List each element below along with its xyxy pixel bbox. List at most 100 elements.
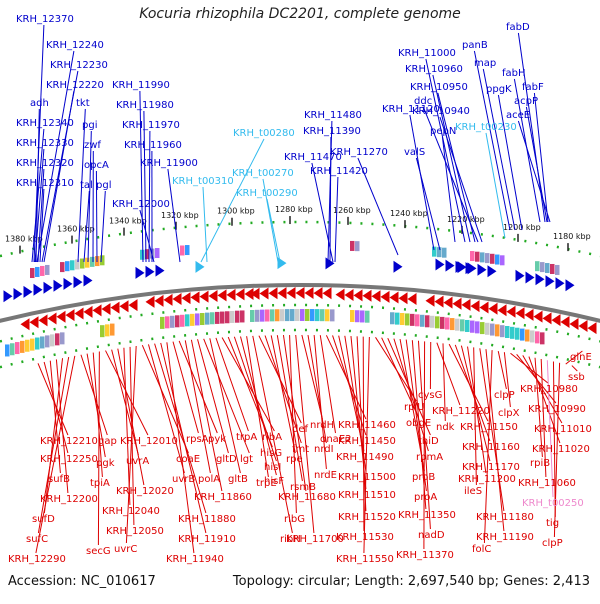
reverse-gene-arrow (102, 303, 111, 315)
reverse-gene-arrow (525, 309, 534, 321)
top-gene-label: KRH_11900 (140, 158, 198, 169)
bottom-gene-label: KRH_11450 (338, 436, 396, 447)
forward-gene-arrow (156, 265, 165, 277)
forward-gene-arrow (516, 270, 525, 282)
cog-block (30, 268, 35, 278)
cog-block (215, 312, 220, 324)
forward-gene-arrow (468, 262, 477, 274)
bottom-gene-label: hisG (260, 448, 282, 459)
reverse-gene-arrow (218, 289, 227, 301)
cog-block (555, 265, 560, 275)
bottom-gene-label: KRH_11460 (338, 420, 396, 431)
forward-gene-arrow (136, 267, 145, 279)
forward-gene-arrow (436, 259, 445, 271)
top-gene-label: KRH_12340 (16, 118, 74, 129)
reverse-gene-arrow (305, 287, 314, 299)
cog-block (395, 313, 400, 325)
top-gene-label: KRH_11960 (124, 140, 182, 151)
cog-block (490, 324, 495, 336)
reverse-gene-arrow (296, 287, 305, 299)
kbp-tick-label: 1240 kbp (390, 209, 428, 218)
cog-block (460, 319, 465, 331)
bottom-gene-label: KRH_12010 (120, 436, 178, 447)
cog-block (180, 315, 185, 327)
cog-block (310, 309, 315, 321)
cog-block (450, 318, 455, 330)
bottom-gene-label: KRH_12290 (8, 554, 66, 565)
forward-gene-arrow (556, 277, 565, 289)
top-gene-label: KRH_t00280 (233, 128, 295, 139)
bottom-gene-label: KRH_11370 (396, 550, 454, 561)
reverse-gene-arrow (236, 288, 245, 300)
forward-gene-arrow (394, 261, 403, 273)
bottom-gene-label: KRH_11150 (460, 422, 518, 433)
forward-gene-arrow (14, 288, 23, 300)
reverse-gene-arrow (462, 299, 471, 311)
cog-block (360, 310, 365, 322)
bottom-gene-label: ribG (284, 514, 305, 525)
bottom-gene-label: KRH_11680 (278, 492, 336, 503)
cog-block (35, 267, 40, 277)
cog-block (45, 335, 50, 347)
cog-block (530, 330, 535, 342)
cog-block (410, 314, 415, 326)
cog-block (500, 325, 505, 337)
top-gene-label: KRH_12230 (50, 60, 108, 71)
reverse-gene-arrow (336, 289, 345, 301)
cog-block (325, 309, 330, 321)
cog-block (55, 333, 60, 345)
forward-gene-arrow (478, 264, 487, 276)
cog-block (60, 332, 65, 344)
reverse-gene-arrow (363, 290, 372, 302)
top-gene-label: opcA (84, 160, 109, 171)
cog-block (255, 310, 260, 322)
top-gene-label: KRH_12320 (16, 158, 74, 169)
cog-block (90, 257, 95, 267)
forward-gene-arrow (64, 278, 73, 290)
forward-gene-arrow (488, 265, 497, 277)
reverse-gene-arrow (471, 300, 480, 312)
bottom-gene-label: tig (546, 518, 559, 529)
cog-block (85, 258, 90, 268)
reverse-gene-arrow (39, 314, 48, 326)
cog-block (480, 322, 485, 334)
cog-block (500, 255, 505, 265)
cog-block (495, 255, 500, 265)
reverse-gene-arrow (111, 302, 120, 314)
forward-gene-arrow (4, 290, 13, 302)
cog-block (205, 313, 210, 325)
cog-block (15, 342, 20, 354)
reverse-gene-arrow (489, 303, 498, 315)
top-label-leader (486, 133, 505, 238)
forward-gene-arrow (536, 273, 545, 285)
reverse-gene-arrow (561, 316, 570, 328)
cog-block (225, 311, 230, 323)
top-gene-label: KRH_12220 (46, 80, 104, 91)
bottom-gene-label: clpP (494, 390, 515, 401)
bottom-gene-label: def (292, 424, 309, 435)
cog-block (70, 260, 75, 270)
bottom-gene-label: trpA (236, 432, 257, 443)
top-label-leader (518, 121, 550, 222)
kbp-tick-label: 1260 kbp (333, 206, 371, 215)
bottom-gene-label: nrdE (314, 470, 337, 481)
cog-block (515, 328, 520, 340)
cog-block (470, 251, 475, 261)
bottom-gene-label: KRH_11490 (336, 452, 394, 463)
reverse-gene-arrow (66, 309, 75, 321)
cog-block (535, 331, 540, 343)
bottom-gene-label: KRH_11200 (458, 474, 516, 485)
cog-block (280, 309, 285, 321)
bottom-label-leader (302, 335, 323, 419)
reverse-gene-arrow (155, 295, 164, 307)
cog-block (190, 314, 195, 326)
top-gene-label: zwf (84, 140, 101, 151)
top-gene-label: valS (404, 147, 425, 158)
cog-block (10, 343, 15, 355)
reverse-gene-arrow (75, 307, 84, 319)
top-gene-label: KRH_12330 (16, 138, 74, 149)
bottom-gene-label: proB (412, 472, 435, 483)
